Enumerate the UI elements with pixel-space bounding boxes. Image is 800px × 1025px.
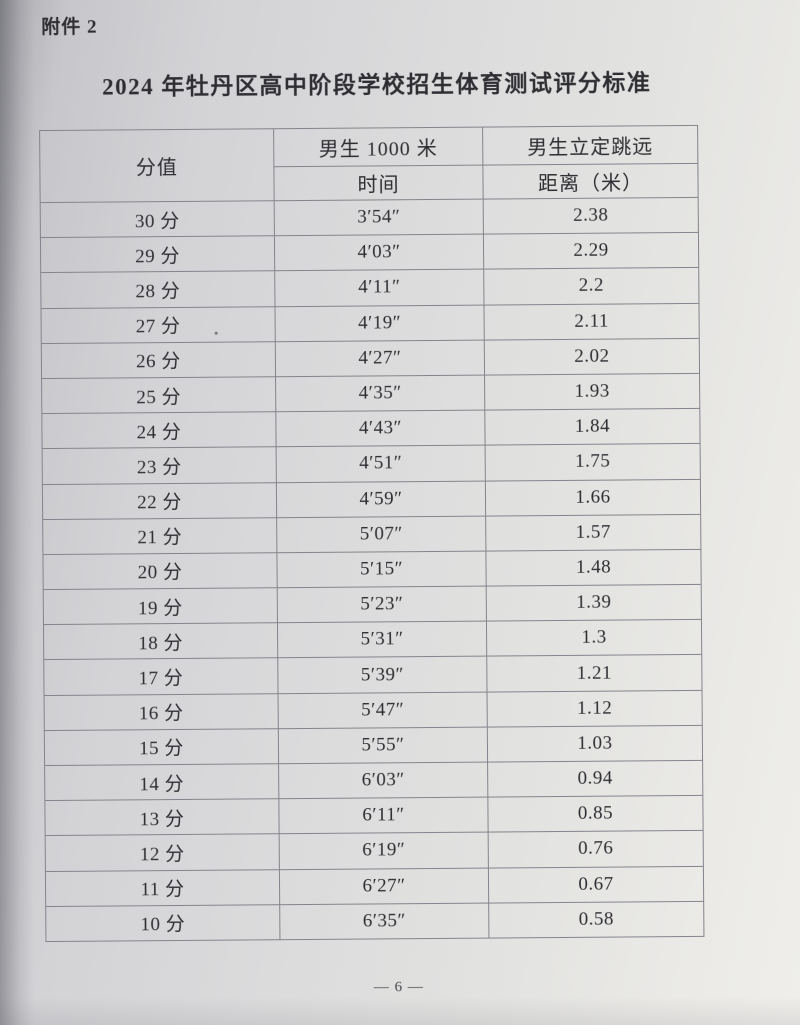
time-cell: 4′43″ [275,410,486,448]
score-cell: 17 分 [43,658,279,696]
time-cell: 5′23″ [277,586,487,623]
header-jump-sub: 距离（米） [482,163,699,200]
table-row: 30 分 3′54″ 2.38 [40,197,699,238]
table-row: 18 分 5′31″ 1.3 [43,619,702,660]
time-cell: 6′11″ [278,797,489,835]
time-cell: 6′35″ [279,902,489,940]
distance-cell: 0.67 [488,865,704,903]
time-cell: 4′19″ [274,304,485,342]
table-row: 19 分 5′23″ 1.39 [43,584,702,625]
table-row: 10 分 6′35″ 0.58 [45,901,704,942]
distance-cell: 0.58 [488,901,704,939]
table-row: 15 分 5′55″ 1.03 [44,725,703,766]
time-cell: 4′59″ [276,480,486,518]
score-cell: 13 分 [44,798,280,836]
time-cell: 4′35″ [275,375,485,412]
score-cell: 18 分 [43,622,278,660]
attachment-label: 附件 2 [41,16,98,39]
score-cell: 23 分 [42,447,277,485]
distance-cell: 1.39 [486,584,702,622]
distance-cell: 1.66 [485,478,701,516]
score-cell: 21 分 [42,517,277,555]
time-cell: 4′27″ [275,339,485,377]
scoring-standards-table: 分值 男生 1000 米 男生立定跳远 时间 距离（米） 30 分 3′54″ … [39,125,704,942]
score-cell: 24 分 [41,411,277,449]
score-cell: 16 分 [44,693,279,731]
distance-cell: 1.93 [484,373,700,411]
table-row: 13 分 6′11″ 0.85 [44,795,704,836]
distance-cell: 2.29 [483,232,699,270]
time-cell: 6′03″ [278,762,488,799]
distance-cell: 1.12 [487,690,703,727]
table-row: 12 分 6′19″ 0.76 [45,830,704,872]
table-body: 30 分 3′54″ 2.38 29 分 4′03″ 2.29 28 分 4′1… [40,197,704,942]
time-cell: 6′19″ [279,832,489,870]
score-cell: 28 分 [40,271,275,309]
header-run-group: 男生 1000 米 [273,127,483,167]
score-cell: 14 分 [44,763,279,801]
distance-cell: 2.02 [484,338,700,376]
time-cell: 6′27″ [279,867,489,905]
distance-cell: 1.75 [485,443,701,481]
time-cell: 5′07″ [276,515,486,553]
time-cell: 5′31″ [277,621,487,659]
distance-cell: 1.48 [485,549,702,587]
table-row: 28 分 4′11″ 2.2 [40,267,699,309]
score-cell: 19 分 [43,587,278,625]
distance-cell: 1.3 [486,619,702,657]
score-cell: 20 分 [42,552,278,590]
time-cell: 5′39″ [277,656,488,694]
score-cell: 10 分 [45,904,280,942]
table-header: 分值 男生 1000 米 男生立定跳远 时间 距离（米） [39,125,699,203]
score-cell: 27 分 [40,306,276,344]
distance-cell: 0.85 [487,795,704,833]
score-cell: 26 分 [41,341,276,379]
table-row: 21 分 5′07″ 1.57 [42,514,701,555]
table-row: 14 分 6′03″ 0.94 [44,760,703,801]
time-cell: 4′51″ [276,445,486,483]
score-cell: 15 分 [44,728,279,766]
time-cell: 3′54″ [274,199,484,236]
time-cell: 4′11″ [274,269,484,307]
header-score: 分值 [39,128,275,203]
table-row: 23 分 4′51″ 1.75 [42,443,701,485]
time-cell: 4′03″ [274,234,484,272]
table-row: 27 分 4′19″ 2.11 [40,302,700,344]
table-row: 29 分 4′03″ 2.29 [40,232,699,273]
distance-cell: 2.11 [483,302,700,340]
table-row: 26 分 4′27″ 2.02 [41,338,700,379]
time-cell: 5′55″ [278,726,488,764]
time-cell: 5′47″ [278,691,488,729]
distance-cell: 0.94 [487,760,703,798]
header-run-sub: 时间 [273,165,484,201]
score-cell: 11 分 [45,869,280,907]
score-cell: 30 分 [40,200,275,238]
table-row: 11 分 6′27″ 0.67 [45,865,704,907]
distance-cell: 2.2 [483,267,699,305]
distance-cell: 1.84 [484,408,701,446]
distance-cell: 0.76 [488,830,704,868]
table-row: 25 分 4′35″ 1.93 [41,373,700,414]
distance-cell: 1.57 [485,514,701,551]
score-cell: 25 分 [41,376,276,414]
header-jump-group: 男生立定跳远 [482,125,698,166]
page-title: 2024 年牡丹区高中阶段学校招生体育测试评分标准 [102,70,652,100]
score-cell: 22 分 [42,482,277,520]
table-row: 16 分 5′47″ 1.12 [44,690,703,731]
score-cell: 29 分 [40,235,275,273]
distance-cell: 2.38 [483,197,699,235]
time-cell: 5′15″ [276,550,487,588]
table-row: 17 分 5′39″ 1.21 [43,654,703,696]
table-row: 20 分 5′15″ 1.48 [42,549,702,590]
table-row: 24 分 4′43″ 1.84 [41,408,701,449]
distance-cell: 1.21 [486,654,703,692]
score-cell: 12 分 [45,834,280,872]
page-number: — 6 — [373,979,424,996]
distance-cell: 1.03 [487,725,703,763]
table-row: 22 分 4′59″ 1.66 [42,478,701,520]
